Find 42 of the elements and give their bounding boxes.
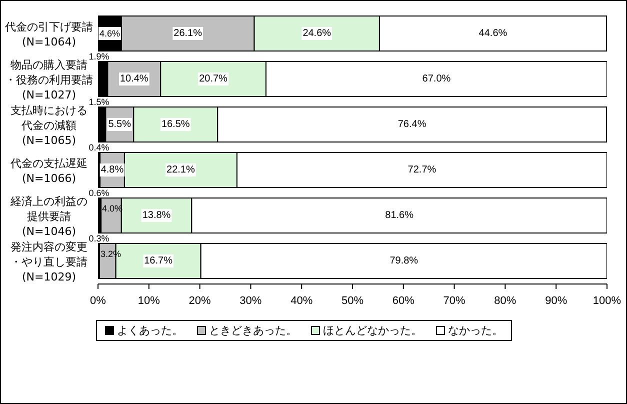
legend-label: ときどきあった。 [209,323,297,338]
x-tick-label: 50% [341,294,364,307]
data-label: 26.1% [174,28,202,40]
x-tick-label: 100% [592,294,622,307]
data-label: 16.5% [161,119,190,130]
data-label: 0.4% [88,142,110,153]
y-tick-label: 支払時における代金の減額 (N=1065) [10,103,88,146]
y-tick-label: 代金の引下げ要請 (N=1064) [4,20,93,48]
data-label: 22.1% [166,164,195,176]
data-label: 67.0% [422,74,451,85]
x-tick-label: 40% [290,294,313,307]
x-tick-label: 80% [494,294,516,307]
data-label: 72.7% [408,164,436,176]
x-tick-label: 90% [545,294,568,307]
data-label: 4.6% [99,28,120,39]
data-label: 0.6% [88,188,110,198]
data-label: 24.6% [302,28,332,40]
data-label: 79.8% [390,256,418,267]
data-label: 81.6% [385,210,414,222]
data-label: 1.5% [88,97,110,108]
data-label: 4.8% [100,164,124,176]
data-label: 5.5% [108,119,132,130]
x-tick-label: 10% [138,294,160,307]
legend-label: なかった。 [448,323,503,338]
x-tick-label: 70% [443,294,466,307]
data-label: 10.4% [120,74,148,85]
data-label: 13.8% [142,210,171,222]
x-tick-label: 60% [392,294,415,307]
data-label: 44.6% [478,28,508,40]
data-label: 76.4% [398,119,426,130]
y-tick-label: 代金の支払遅延 (N=1066) [10,156,88,184]
legend-label: よくあった。 [117,323,183,338]
legend-label: ほとんどなかった。 [323,323,422,338]
x-tick-label: 20% [188,294,212,307]
y-tick-label: 発注内容の変更・やり直し要請 (N=1029) [10,240,88,283]
x-tick-label: 30% [240,294,262,307]
data-label: 20.7% [199,74,228,85]
x-tick-label: 0% [90,294,106,307]
data-label: 1.9% [88,52,110,62]
y-tick-label: 経済上の利益の提供要請 (N=1046) [10,194,88,238]
data-label: 16.7% [144,256,173,267]
data-label: 0.3% [88,234,110,244]
